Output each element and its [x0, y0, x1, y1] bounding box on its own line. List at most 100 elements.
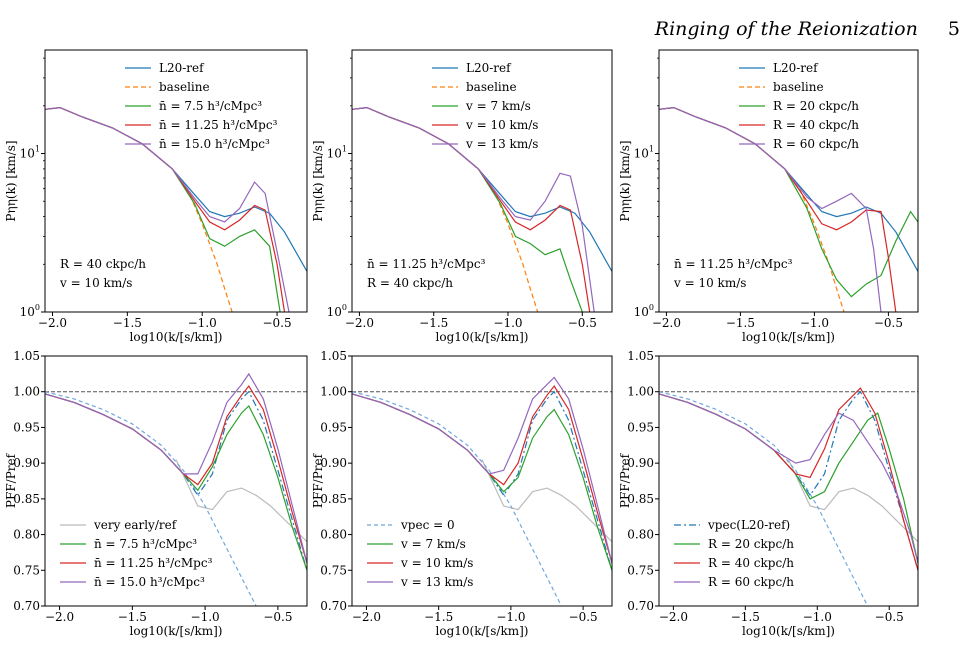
y-tick-label: 0.70	[13, 599, 40, 613]
y-tick-label: 0.95	[320, 420, 347, 434]
annotation-line: v = 10 km/s	[59, 276, 132, 290]
legend: vpec = 0 v = 7 km/s v = 10 km/s v = 13 km/s	[367, 518, 473, 589]
y-tick-label: 0.90	[13, 456, 40, 470]
y-tick-label: 101	[327, 145, 347, 161]
y-tick-label: 0.75	[13, 563, 40, 577]
legend-label: R = 60 ckpc/h	[773, 137, 859, 151]
legend-label: R = 20 ckpc/h	[773, 99, 859, 113]
legend-label: L20-ref	[773, 61, 819, 75]
legend-label: n̄ = 15.0 h³/cMpc³	[159, 137, 270, 151]
x-axis-label: log10(k/[s/km])	[742, 624, 835, 638]
series-line-6	[45, 372, 307, 564]
x-tick-label: −1.5	[113, 316, 142, 330]
y-tick-label: 1.05	[627, 349, 654, 363]
legend-label: v = 7 km/s	[465, 99, 531, 113]
legend-label: v = 13 km/s	[400, 575, 473, 589]
x-tick-label: −1.0	[191, 610, 220, 624]
legend-label: L20-ref	[466, 61, 512, 75]
legend: vpec(L20-ref) R = 20 ckpc/h R = 40 ckpc/h R…	[674, 518, 794, 589]
annotation-line: n̄ = 11.25 h³/cMpc³	[367, 257, 486, 271]
panel-3: −2.0 −1.5 −1.0 −0.5 100 101 L20-ref baseline R =…	[618, 49, 919, 344]
panel-6: −2.0 −1.5 −1.0 −0.5 0.70 0.75 0.80 0.85 0.90 0.95…	[618, 349, 919, 638]
axes-frame	[44, 355, 308, 607]
series-group	[352, 376, 612, 606]
legend: L20-ref baseline R = 20 ckpc/h R = 40 ckpc/…	[739, 61, 859, 151]
series-line-2	[45, 391, 257, 606]
page-number: 5	[947, 18, 960, 40]
y-tick-label: 0.70	[320, 599, 347, 613]
x-tick-label: −1.0	[496, 610, 525, 624]
x-axis-label: log10(k/[s/km])	[742, 330, 835, 344]
x-tick-label: −1.5	[731, 610, 760, 624]
axes-frame	[658, 49, 919, 313]
y-tick-label: 101	[634, 145, 654, 161]
x-tick-label: −1.5	[726, 316, 755, 330]
y-tick-label: 0.80	[627, 528, 654, 542]
legend-label: v = 7 km/s	[400, 537, 466, 551]
series-group	[659, 106, 918, 312]
y-axis-label: PFF/Pref	[4, 452, 18, 508]
legend-label: baseline	[466, 80, 517, 94]
legend-label: v = 10 km/s	[400, 556, 473, 570]
y-tick-label: 100	[327, 303, 347, 319]
series-line-1	[175, 459, 307, 543]
legend-label: R = 60 ckpc/h	[708, 575, 794, 589]
axes-frame	[44, 49, 308, 313]
legend-label: vpec = 0	[400, 518, 455, 532]
series-line-1	[352, 106, 612, 272]
y-tick-label: 1.00	[13, 385, 40, 399]
series-line-5	[45, 106, 290, 312]
series-group	[352, 106, 612, 312]
x-tick-label: −2.0	[345, 316, 374, 330]
legend-label: n̄ = 7.5 h³/cMpc³	[159, 99, 262, 113]
x-tick-label: −2.0	[352, 610, 381, 624]
panel-1: −2.0 −1.5 −1.0 −0.5 100 101 L20-ref baseline n̄ …	[4, 49, 308, 344]
y-tick-label: 1.00	[320, 385, 347, 399]
series-line-2	[352, 106, 539, 312]
x-tick-label: −0.5	[263, 610, 292, 624]
page-header: Ringing of the Reionization 5	[655, 18, 960, 40]
series-line-2	[659, 391, 869, 606]
legend: very early/ref n̄ = 7.5 h³/cMpc³ n̄ = 11.2…	[60, 518, 213, 589]
legend-label: R = 40 ckpc/h	[773, 118, 859, 132]
x-tick-label: −1.0	[188, 316, 217, 330]
axes-frame	[351, 49, 613, 313]
y-tick-label: 0.95	[627, 420, 654, 434]
x-tick-label: −0.5	[875, 610, 904, 624]
series-line-6	[659, 393, 918, 564]
legend-label: R = 20 ckpc/h	[708, 537, 794, 551]
annotation-line: v = 10 km/s	[673, 276, 746, 290]
series-line-1	[787, 459, 918, 543]
x-tick-label: −2.0	[45, 610, 74, 624]
y-tick-label: 0.80	[13, 528, 40, 542]
x-tick-label: −2.0	[652, 316, 681, 330]
y-axis-label: PFF/Pref	[618, 452, 632, 508]
x-tick-label: −0.5	[568, 316, 597, 330]
legend-label: vpec(L20-ref)	[707, 518, 790, 532]
legend-label: n̄ = 15.0 h³/cMpc³	[94, 575, 205, 589]
panel-5: −2.0 −1.5 −1.0 −0.5 0.70 0.75 0.80 0.85 0.90 0.95…	[311, 349, 613, 638]
x-axis-label: log10(k/[s/km])	[130, 330, 223, 344]
series-group	[45, 372, 307, 606]
y-tick-label: 0.95	[13, 420, 40, 434]
legend-label: v = 10 km/s	[465, 118, 538, 132]
series-line-5	[352, 106, 595, 312]
y-axis-label: Pηη(k) [km/s]	[4, 140, 18, 221]
x-tick-label: −0.5	[874, 316, 903, 330]
legend: L20-ref baseline v = 7 km/s v = 10 km/s v = …	[432, 61, 538, 151]
series-line-5	[659, 106, 882, 312]
series-group	[45, 106, 307, 312]
series-line-1	[481, 459, 612, 543]
annotation: n̄ = 11.25 h³/cMpc³ v = 10 km/s	[673, 257, 793, 290]
y-tick-label: 0.90	[627, 456, 654, 470]
y-tick-label: 0.75	[320, 563, 347, 577]
y-tick-label: 1.05	[320, 349, 347, 363]
y-tick-label: 0.85	[320, 492, 347, 506]
axes-frame	[351, 355, 613, 607]
y-tick-label: 0.90	[320, 456, 347, 470]
panel-2: −2.0 −1.5 −1.0 −0.5 100 101 L20-ref baseline v =…	[311, 49, 613, 344]
y-axis-label: Pηη(k) [km/s]	[618, 140, 632, 221]
y-tick-label: 101	[20, 145, 40, 161]
legend-label: very early/ref	[93, 518, 178, 532]
x-tick-label: −1.0	[803, 610, 832, 624]
